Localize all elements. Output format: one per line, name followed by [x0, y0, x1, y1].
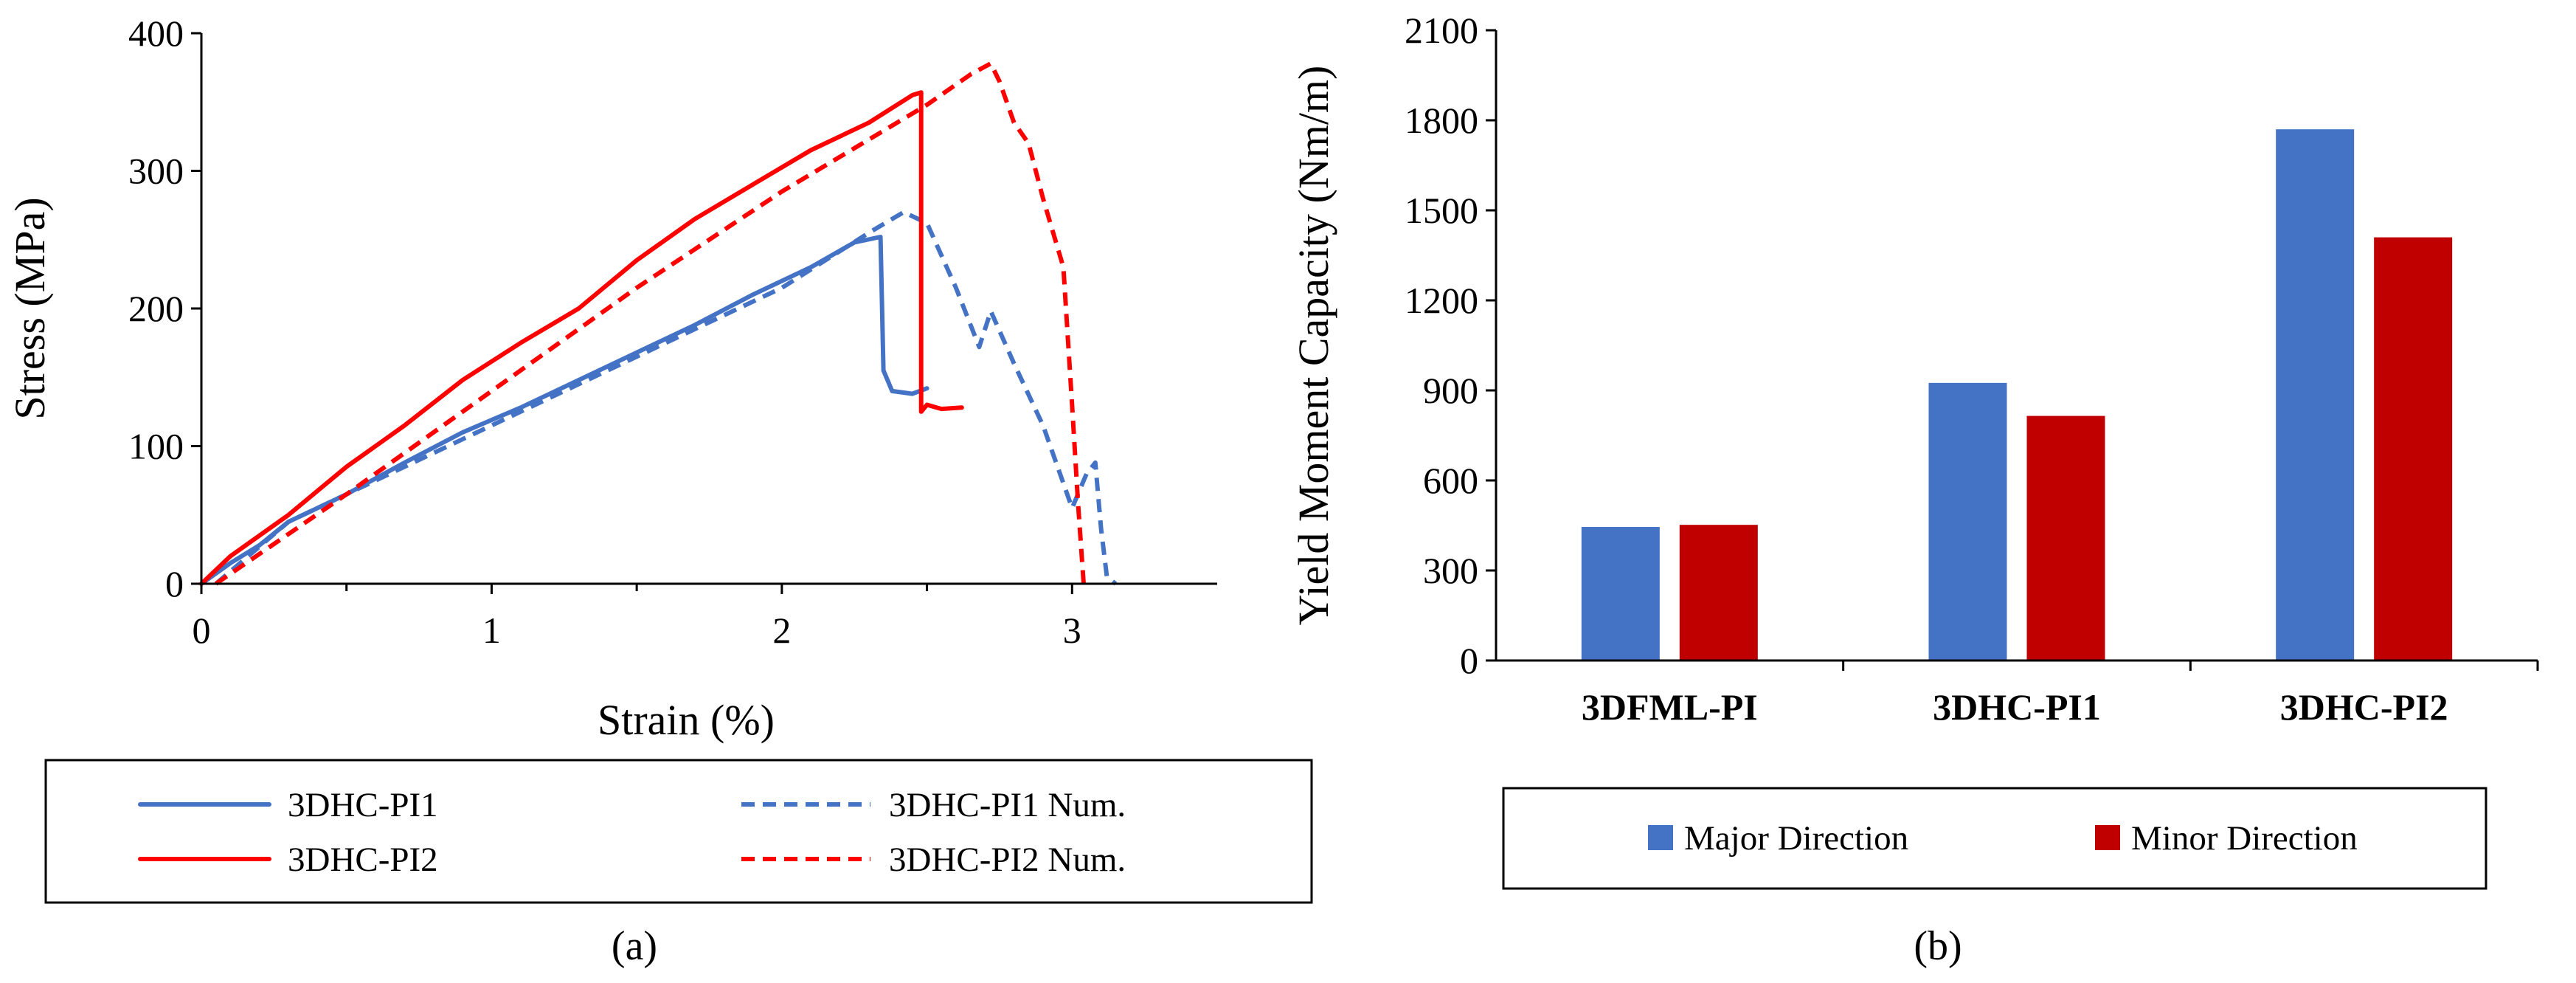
bar-group: [1581, 129, 2453, 661]
bar-chart-panel-b: 0 300 600 900 1200 1500 1800 2100 3DFML-PI 3DHC-…: [1289, 10, 2539, 969]
y-axis-title: Yield Moment Capacity (Nm/m): [1289, 66, 1337, 626]
y-axis-title: Stress (MPa): [6, 197, 54, 419]
y-tick-label: 100: [128, 426, 184, 467]
y-tick-label: 0: [165, 563, 184, 604]
bar-minor-direction-3dhc-pi1: [2026, 415, 2105, 660]
legend-item-3dhc-pi2: 3DHC-PI2: [138, 841, 438, 879]
legend-swatch: [2095, 825, 2120, 850]
legend-label: 3DHC-PI2: [288, 841, 438, 879]
y-tick-label: 300: [128, 151, 184, 192]
x-tick-label: 1: [482, 610, 501, 651]
category-label-group: 3DFML-PI 3DHC-PI1 3DHC-PI2: [1582, 660, 2539, 728]
category-label: 3DHC-PI1: [1933, 686, 2101, 728]
bar-major-direction-3dhc-pi1: [1928, 382, 2007, 660]
x-tick-group: 0 1 2 3: [193, 584, 1081, 651]
x-tick-label: 3: [1063, 610, 1081, 651]
y-tick-label: 900: [1423, 370, 1478, 411]
line-series-group: [199, 61, 1118, 586]
y-tick-label: 1200: [1405, 280, 1478, 321]
panel-label-a: (a): [612, 923, 657, 969]
x-axis-title: Strain (%): [598, 696, 775, 744]
legend-box: [44, 759, 1313, 904]
y-tick-group: 0 300 600 900 1200 1500 1800 2100: [1405, 10, 1496, 681]
legend-box: [1502, 787, 2487, 890]
series-line-3dhc-pi2-num: [215, 61, 1086, 586]
bar-minor-direction-3dhc-pi2: [2374, 237, 2453, 661]
legend-label: 3DHC-PI2 Num.: [889, 841, 1126, 879]
line-chart-panel-a: 0 100 200 300 400 0 1 2 3 Strain (%) Stress (MP…: [6, 13, 1313, 969]
bar-major-direction-3dfml-pi: [1581, 527, 1660, 660]
series-line-3dhc-pi2: [199, 90, 964, 586]
legend-item-major-direction: Major Direction: [1648, 819, 1908, 858]
legend-label: Minor Direction: [2131, 819, 2358, 858]
legend-label: 3DHC-PI1 Num.: [889, 786, 1126, 824]
y-tick-label: 2100: [1405, 10, 1478, 51]
category-label: 3DFML-PI: [1582, 686, 1758, 728]
y-tick-label: 1500: [1405, 190, 1478, 231]
legend-item-minor-direction: Minor Direction: [2095, 819, 2358, 858]
y-tick-label: 1800: [1405, 100, 1478, 141]
y-tick-label: 300: [1423, 550, 1478, 591]
category-label: 3DHC-PI2: [2280, 686, 2448, 728]
panel-label-b: (b): [1914, 923, 1962, 969]
legend-item-3dhc-pi2-num: 3DHC-PI2 Num.: [741, 841, 1126, 879]
legend-label: Major Direction: [1684, 819, 1908, 858]
bar-minor-direction-3dfml-pi: [1679, 525, 1758, 660]
legend-item-3dhc-pi1-num: 3DHC-PI1 Num.: [741, 786, 1126, 824]
legend-item-3dhc-pi1: 3DHC-PI1: [138, 786, 438, 824]
y-tick-label: 400: [128, 13, 184, 54]
bar-major-direction-3dhc-pi2: [2276, 129, 2355, 660]
series-line-3dhc-pi1-num: [214, 210, 1118, 586]
x-tick-label: 0: [193, 610, 211, 651]
y-tick-label: 200: [128, 288, 184, 329]
y-tick-label: 0: [1460, 640, 1478, 681]
legend-swatch: [1648, 825, 1673, 850]
legend-label: 3DHC-PI1: [288, 786, 438, 824]
y-tick-group: 0 100 200 300 400: [128, 13, 201, 604]
y-tick-label: 600: [1423, 460, 1478, 501]
x-tick-label: 2: [772, 610, 791, 651]
